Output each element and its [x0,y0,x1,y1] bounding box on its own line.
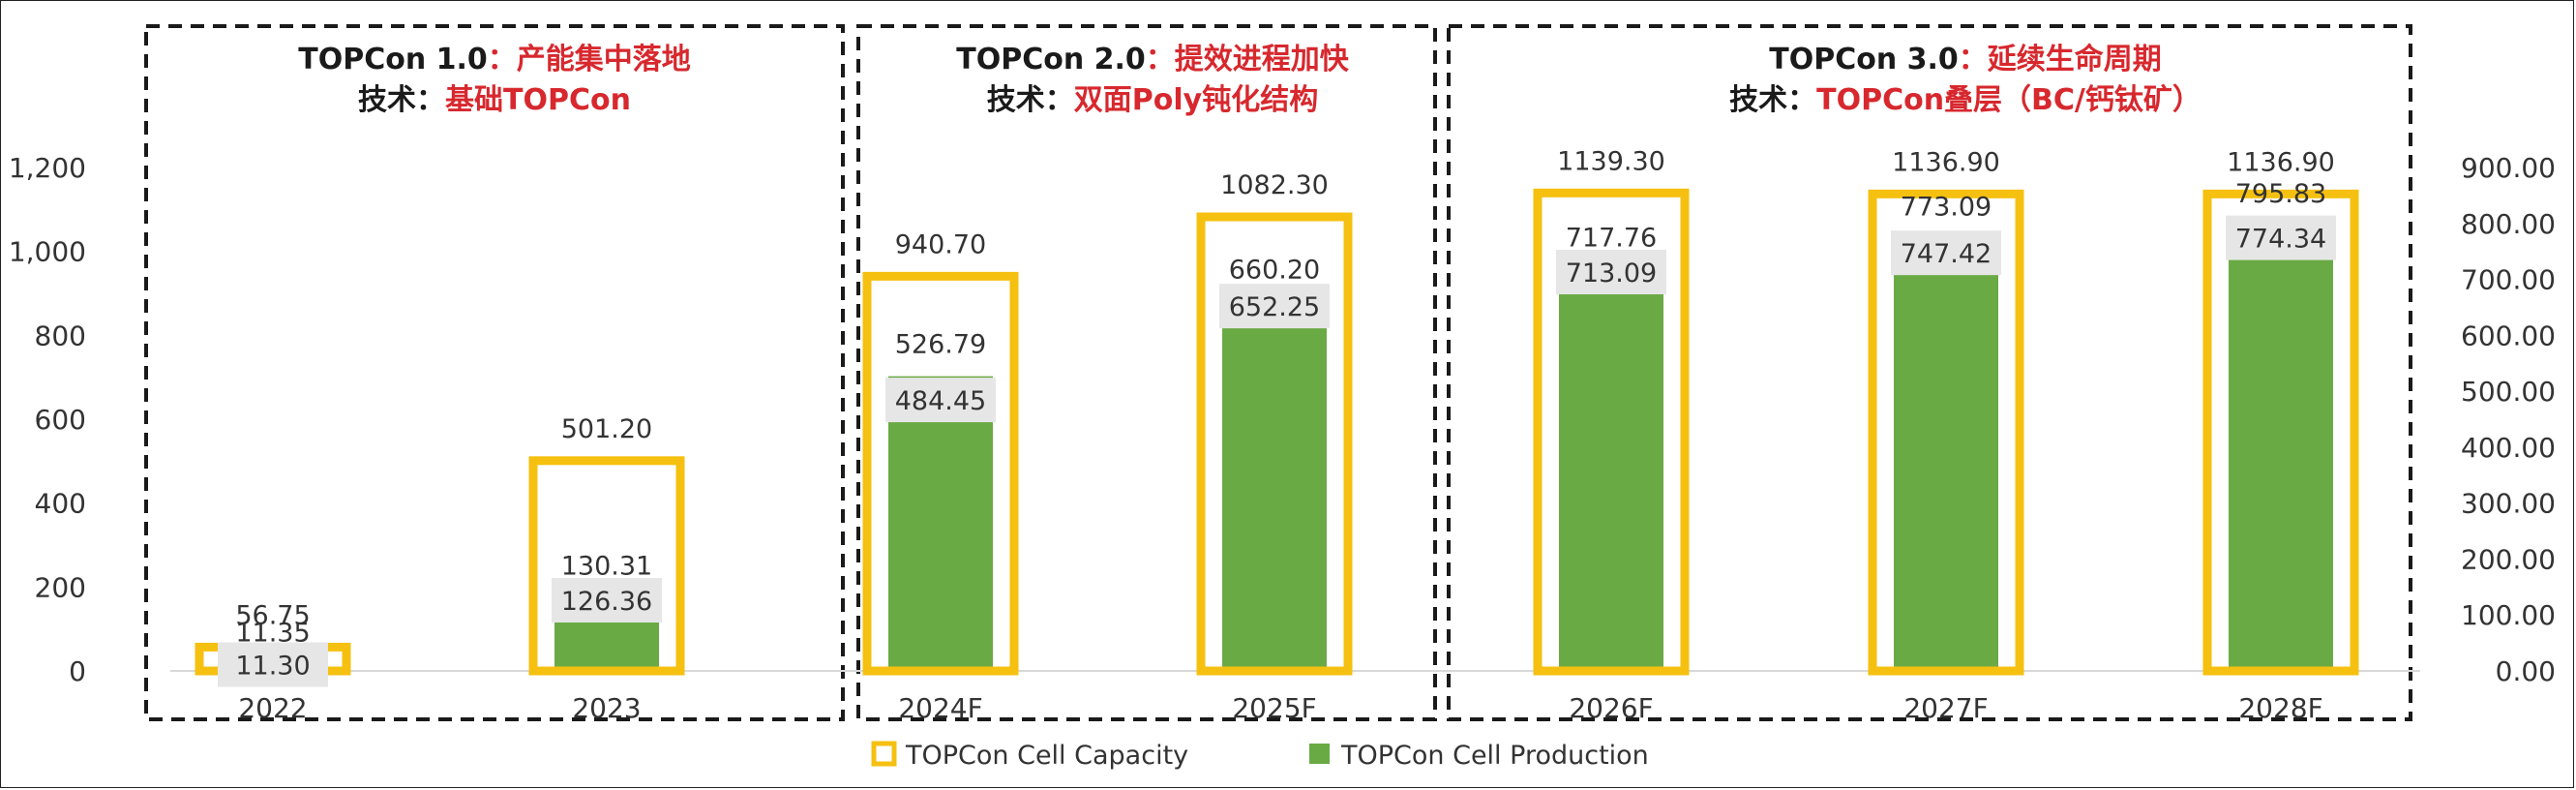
left-tick-label: 1,000 [9,236,86,268]
boxed-label-bg [1891,230,2001,276]
phase-2-title-main: TOPCon 2.0 [956,43,1146,76]
phase-2-title: TOPCon 2.0：提效进程加快 [956,43,1350,76]
legend-production-label: TOPCon Cell Production [1340,741,1649,771]
right-tick-label: 300.00 [2461,488,2556,520]
production-bar [888,376,993,671]
phase-3-tech-value: TOPCon叠层（BC/钙钛矿） [1816,83,2202,117]
category-label: 2022 [238,692,307,724]
capacity-bar [1196,212,1353,676]
category-label: 2026F [1569,692,1653,724]
phase-1-box [144,24,845,721]
right-axis: 0.00 100.00 200.00 300.00 400.00 500.00 600.00… [2461,152,2556,687]
right-tick-label: 800.00 [2461,208,2556,240]
capacity-bar [2202,189,2359,676]
right-tick-label: 600.00 [2461,319,2556,351]
legend-capacity-label: TOPCon Cell Capacity [905,741,1188,771]
phase-1-title-main: TOPCon 1.0 [298,43,488,76]
phase-2-title-sep: ： [1146,43,1175,76]
boxed-data-label: 126.36 [561,587,652,617]
right-tick-label: 700.00 [2461,264,2556,296]
phase-3-title: TOPCon 3.0：延续生命周期 [1769,43,2162,76]
phase-2-box [856,24,1437,721]
phase-3-box [1447,24,2412,721]
capacity-data-label: 501.20 [561,414,652,444]
phase-1-title-sub: 产能集中落地 [517,43,691,76]
right-tick-label: 200.00 [2461,543,2556,575]
legend-production-swatch [1309,744,1330,764]
phase-1-title: TOPCon 1.0：产能集中落地 [298,43,691,76]
phase-2-tech-prefix: 技术： [987,83,1074,117]
production-data-label: 130.31 [561,552,652,582]
right-tick-label: 900.00 [2461,152,2556,184]
phase-1-tech-value: 基础TOPCon [445,83,631,117]
boxed-label-bg [552,577,662,623]
production-data-label: 660.20 [1229,256,1320,286]
production-bar [1222,301,1327,671]
capacity-bar [1533,188,1690,676]
phase-3-tech-prefix: 技术： [1729,83,1816,117]
phase-1-tech-prefix: 技术： [358,83,445,117]
production-data-label: 526.79 [895,330,986,360]
legend-capacity-swatch [871,741,897,767]
production-bar [2229,226,2333,671]
left-tick-label: 1,200 [9,152,86,184]
production-data-label: 11.35 [235,618,310,648]
right-tick-label: 400.00 [2461,432,2556,464]
boxed-label-bg [218,642,328,687]
capacity-data-label: 1136.90 [1892,147,2000,177]
capacity-data-label: 1139.30 [1557,146,1665,176]
phase-3-tech: 技术：TOPCon叠层（BC/钙钛矿） [1729,83,2202,117]
capacity-bar [528,456,685,676]
production-data-label: 717.76 [1566,223,1657,253]
boxed-label-bg [1219,284,1330,329]
category-labels: 2022 2023 2024F 2025F 2026F 2027F 2028F [238,692,2322,724]
capacity-data-label: 1136.90 [2227,147,2335,177]
left-tick-label: 800 [35,319,86,351]
category-label: 2028F [2238,692,2322,724]
boxed-label-bg [885,378,996,423]
right-tick-label: 500.00 [2461,376,2556,408]
capacity-data-label: 940.70 [895,229,986,259]
phase-1-title-sep: ： [488,43,517,76]
phase-3-title-sub: 延续生命周期 [1987,43,2162,76]
boxed-label-bg [2226,215,2336,260]
boxed-data-label: 774.34 [2235,225,2326,255]
phase-2-tech-value: 双面Poly钝化结构 [1074,83,1318,117]
left-tick-label: 400 [35,488,86,520]
category-label: 2024F [898,692,982,724]
category-label: 2025F [1232,692,1316,724]
production-bar [1559,269,1663,671]
right-tick-label: 0.00 [2496,655,2556,687]
left-tick-label: 0 [69,655,86,687]
phase-3-title-sep: ： [1959,43,1988,76]
boxed-data-label: 747.42 [1901,239,1992,269]
phase-1-tech: 技术：基础TOPCon [358,83,631,117]
left-tick-label: 200 [35,571,86,603]
phase-2-tech: 技术：双面Poly钝化结构 [987,83,1318,117]
legend: TOPCon Cell Capacity TOPCon Cell Product… [871,741,1649,771]
left-axis: 0 200 400 600 800 1,000 1,200 [9,152,86,687]
capacity-data-label: 56.75 [235,600,310,630]
boxed-data-label: 652.25 [1229,292,1320,322]
category-label: 2027F [1903,692,1988,724]
production-data-label: 795.83 [2235,179,2326,209]
production-bar [1894,238,1998,671]
boxed-data-label: 11.30 [235,651,310,681]
boxed-data-label: 713.09 [1566,258,1657,289]
capacity-bar [862,271,1019,676]
boxed-label-bg [1556,249,1666,294]
phase-2-title-sub: 提效进程加快 [1175,43,1350,76]
phase-boxes [144,24,2412,721]
production-data-label: 773.09 [1901,192,1992,222]
left-tick-label: 600 [35,404,86,436]
capacity-bar [1868,189,2024,676]
phase-3-title-main: TOPCon 3.0 [1769,43,1959,76]
boxed-data-label: 484.45 [895,386,986,416]
category-label: 2023 [572,692,641,724]
capacity-data-label: 1082.30 [1220,170,1329,200]
right-tick-label: 100.00 [2461,599,2556,631]
